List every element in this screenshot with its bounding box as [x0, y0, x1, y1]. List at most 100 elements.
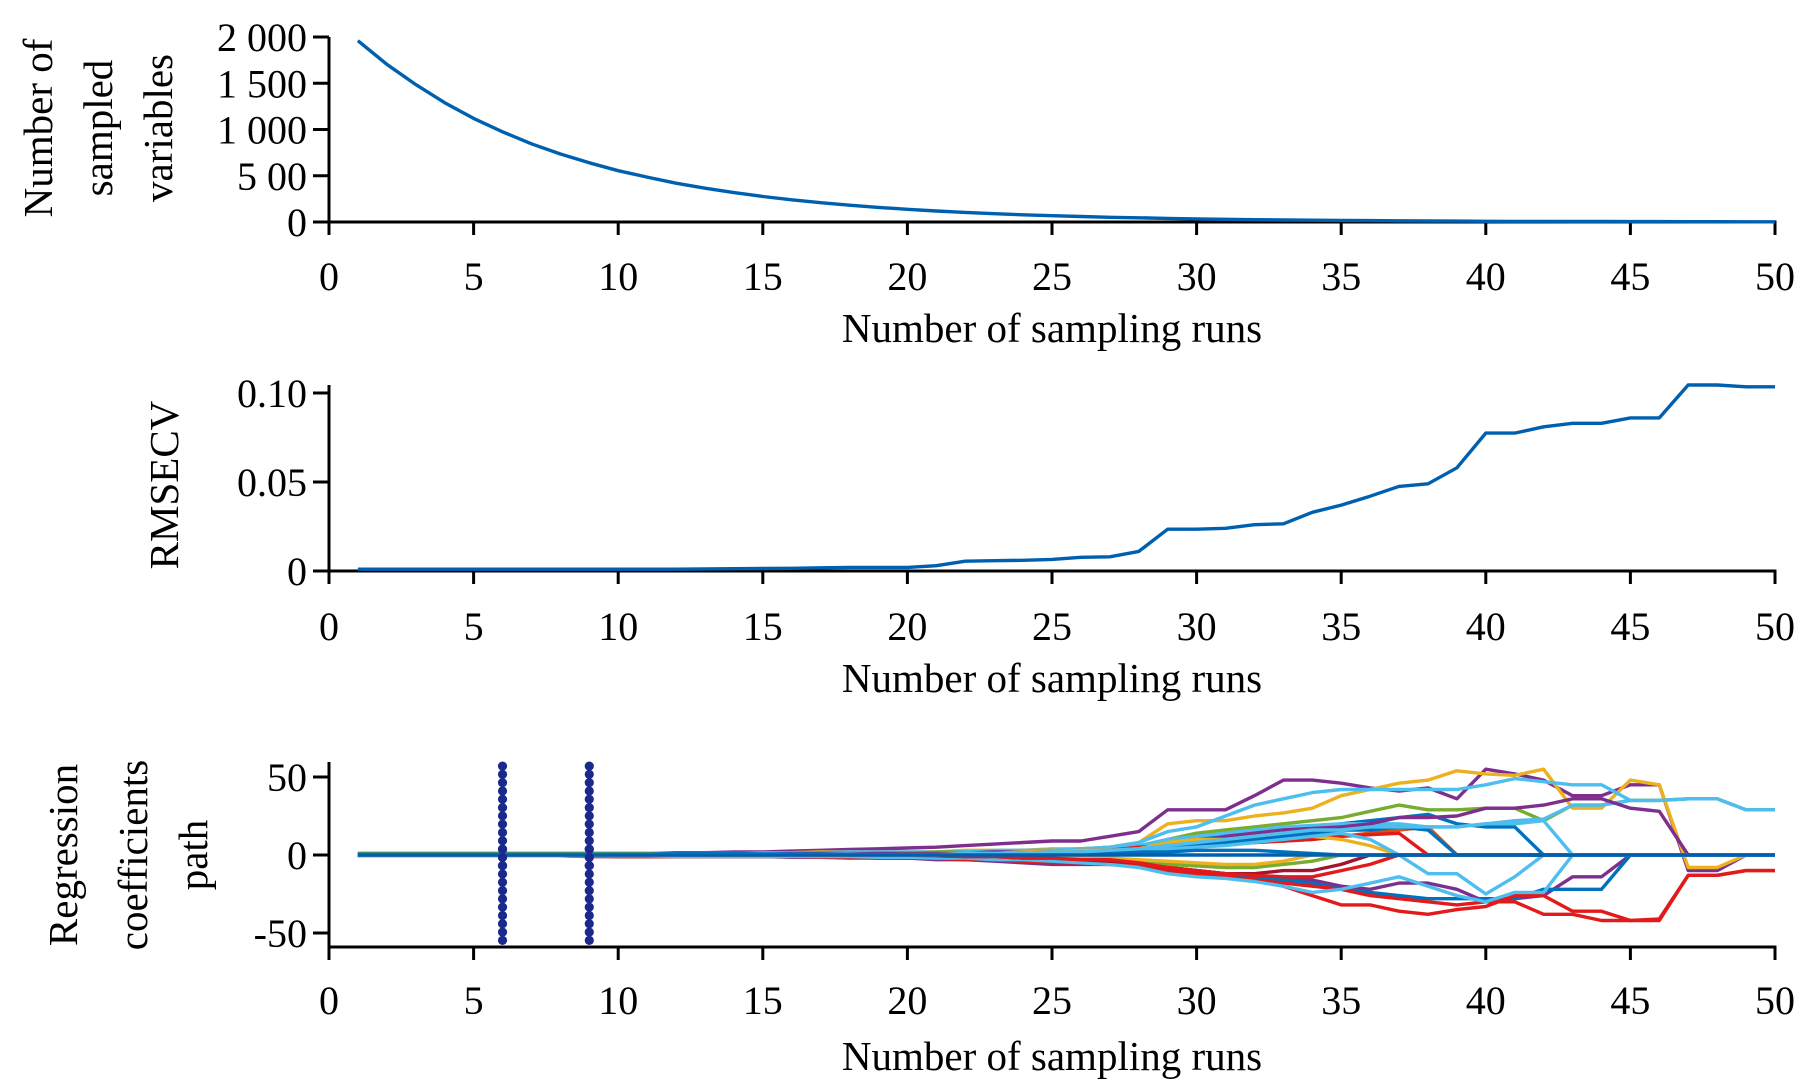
marker-point	[497, 885, 508, 896]
x-tick-label: 30	[1177, 978, 1217, 1023]
selected-run-marker-overlay	[497, 844, 508, 871]
selected-run-marker-overlay	[584, 844, 594, 871]
marker-point	[584, 885, 594, 896]
marker-point	[584, 802, 594, 813]
marker-point	[497, 877, 508, 887]
chart-panel-regression-coefficients: 0 5 10 15 20 25 30 35 40 45 50 -50 0 50 Number of samp…	[40, 755, 1795, 1079]
marker-point	[497, 844, 508, 854]
y-axis-title-line: RMSECV	[141, 400, 187, 569]
marker-point	[497, 919, 508, 929]
y-axis-title-line: coefficients	[110, 760, 156, 951]
y-tick-label: 0.10	[237, 371, 307, 416]
x-tick-label: 5	[464, 978, 484, 1023]
chart-panel-rmsecv: 0 5 10 15 20 25 30 35 40 45 50 0 0.05 0.10 Number of s…	[141, 371, 1795, 701]
x-tick-label: 20	[887, 604, 927, 649]
y-tick-label: 1 500	[217, 61, 307, 106]
marker-point	[584, 811, 594, 821]
marker-point	[584, 894, 594, 904]
marker-point	[584, 794, 594, 804]
x-tick-label: 15	[743, 978, 783, 1023]
y-axis-title-line: path	[170, 820, 216, 891]
y-tick-label: 0	[287, 833, 307, 878]
x-tick-label: 25	[1032, 604, 1072, 649]
x-tick-label: 30	[1177, 254, 1217, 299]
y-tick-label: 2 000	[217, 15, 307, 60]
marker-point	[497, 910, 508, 921]
x-tick-label: 40	[1466, 254, 1506, 299]
series-line-coef-6	[357, 797, 1775, 857]
x-tick-label: 0	[319, 254, 339, 299]
marker-point	[497, 935, 508, 945]
marker-point	[584, 819, 594, 829]
x-tick-label: 20	[887, 254, 927, 299]
x-tick-label: 35	[1321, 978, 1361, 1023]
x-tick-label: 50	[1755, 604, 1795, 649]
x-tick-label: 45	[1610, 978, 1650, 1023]
marker-point	[584, 902, 594, 912]
marker-point	[584, 910, 594, 921]
marker-point	[584, 852, 594, 862]
marker-point	[584, 935, 594, 945]
x-tick-label: 5	[464, 254, 484, 299]
x-tick-label: 35	[1321, 254, 1361, 299]
marker-point	[584, 761, 594, 771]
marker-point	[497, 894, 508, 904]
marker-point	[497, 902, 508, 912]
x-tick-label: 10	[598, 254, 638, 299]
marker-point	[497, 794, 508, 804]
marker-point	[584, 786, 594, 796]
marker-point	[497, 852, 508, 862]
series-line-rmsecv	[357, 383, 1775, 571]
x-tick-label: 15	[743, 604, 783, 649]
marker-point	[584, 778, 594, 788]
x-tick-label: 10	[598, 978, 638, 1023]
marker-point	[584, 861, 594, 871]
marker-point	[497, 786, 508, 796]
x-tick-label: 25	[1032, 978, 1072, 1023]
x-tick-label: 20	[887, 978, 927, 1023]
y-axis-title-line: sampled	[75, 60, 121, 197]
marker-point	[497, 827, 508, 838]
marker-point	[584, 927, 594, 937]
x-tick-label: 0	[319, 604, 339, 649]
y-tick-label: 50	[267, 755, 307, 800]
marker-point	[584, 844, 594, 854]
x-tick-label: 30	[1177, 604, 1217, 649]
y-axis-title-line: Regression	[40, 764, 86, 946]
x-axis-title: Number of sampling runs	[842, 1033, 1262, 1079]
marker-point	[584, 919, 594, 929]
x-tick-label: 45	[1610, 604, 1650, 649]
x-tick-label: 45	[1610, 254, 1650, 299]
marker-point	[584, 769, 594, 779]
marker-point	[497, 819, 508, 829]
marker-point	[497, 769, 508, 779]
x-tick-label: 50	[1755, 254, 1795, 299]
selected-run-marker	[584, 761, 594, 945]
x-tick-label: 15	[743, 254, 783, 299]
x-tick-label: 50	[1755, 978, 1795, 1023]
marker-point	[497, 869, 508, 879]
y-tick-label: 0	[287, 200, 307, 245]
y-tick-label: -50	[254, 911, 307, 956]
marker-point	[497, 802, 508, 813]
x-tick-label: 5	[464, 604, 484, 649]
y-tick-label: 5 00	[237, 154, 307, 199]
series-line-number-of-sampled-variables	[356, 39, 1775, 224]
marker-point	[584, 827, 594, 838]
y-tick-label: 1 000	[217, 108, 307, 153]
y-axis-title-line: Number of	[15, 38, 61, 217]
marker-point	[497, 861, 508, 871]
series-line-coef-7	[357, 797, 1775, 857]
x-tick-label: 10	[598, 604, 638, 649]
x-tick-label: 40	[1466, 978, 1506, 1023]
marker-point	[497, 836, 508, 846]
marker-point	[584, 836, 594, 846]
series-line-coef-17	[357, 853, 1775, 904]
marker-point	[584, 869, 594, 879]
x-tick-label: 0	[319, 978, 339, 1023]
x-tick-label: 25	[1032, 254, 1072, 299]
marker-point	[497, 927, 508, 937]
x-axis-title: Number of sampling runs	[842, 305, 1262, 351]
